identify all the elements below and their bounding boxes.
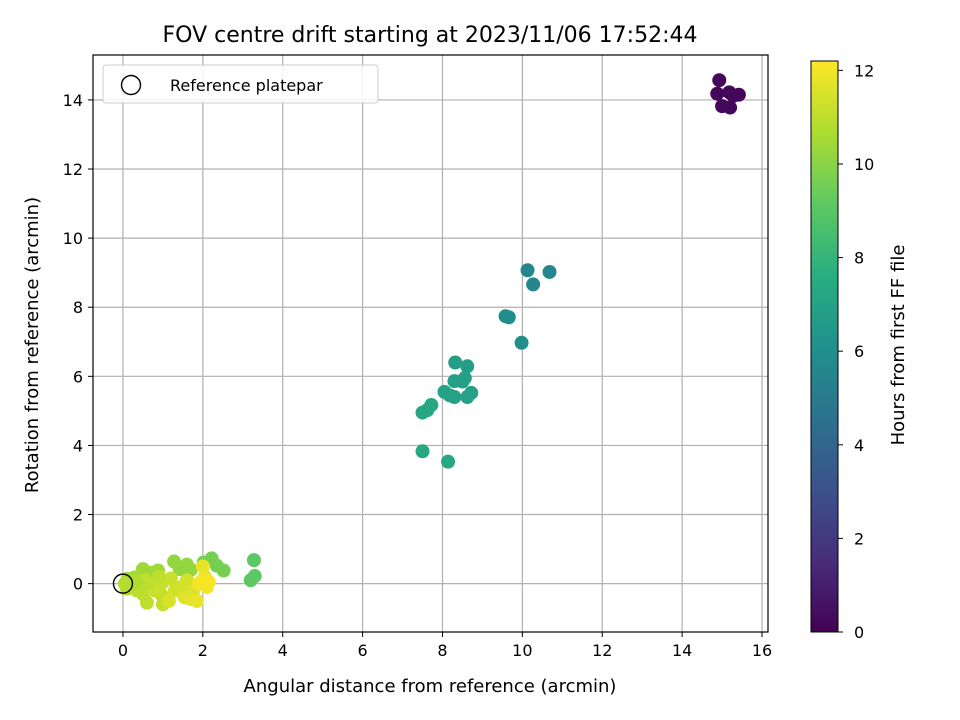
scatter-point (526, 277, 541, 292)
x-tick-label: 0 (118, 641, 128, 660)
colorbar-tick-label: 0 (854, 623, 864, 642)
y-tick-label: 2 (73, 506, 83, 525)
scatter-point (163, 571, 178, 586)
scatter-point (151, 569, 166, 584)
colorbar-tick-label: 2 (854, 529, 864, 548)
x-tick-label: 8 (437, 641, 447, 660)
scatter-point (464, 385, 479, 400)
scatter-point (139, 595, 154, 610)
colorbar: 0 2 4 6 8 10 12 Hours from first FF file (810, 60, 909, 642)
y-tick-label: 4 (73, 436, 83, 455)
scatter-point (447, 390, 462, 405)
x-tick-label: 12 (592, 641, 612, 660)
colorbar-tick-label: 12 (854, 61, 874, 80)
y-axis-label: Rotation from reference (arcmin) (22, 197, 43, 493)
y-axis-ticks: 0 2 4 6 8 10 12 14 (63, 91, 93, 594)
scatter-point (514, 335, 529, 350)
x-tick-label: 14 (672, 641, 692, 660)
scatter-point (731, 87, 746, 102)
scatter-point (424, 398, 439, 413)
x-tick-label: 16 (752, 641, 772, 660)
scatter-points (117, 73, 746, 612)
colorbar-tick-label: 10 (854, 155, 874, 174)
scatter-point (216, 563, 231, 578)
scatter-point (189, 593, 204, 608)
x-tick-label: 4 (278, 641, 288, 660)
scatter-point (172, 562, 187, 577)
y-tick-label: 14 (63, 91, 83, 110)
colorbar-tick-label: 8 (854, 249, 864, 268)
scatter-point (179, 573, 194, 588)
scatter-point (415, 444, 430, 459)
scatter-point (243, 573, 258, 588)
x-tick-label: 6 (358, 641, 368, 660)
x-axis-label: Angular distance from reference (arcmin) (244, 676, 617, 697)
scatter-point (441, 454, 456, 469)
colorbar-ticks: 0 2 4 6 8 10 12 (838, 61, 874, 642)
scatter-point (542, 264, 557, 279)
colorbar-tick-label: 4 (854, 436, 864, 455)
scatter-point (501, 310, 516, 325)
scatter-point (460, 359, 475, 374)
scatter-point (201, 574, 216, 589)
x-axis-ticks: 0 2 4 6 8 10 12 14 16 (118, 632, 772, 660)
colorbar-label: Hours from first FF file (888, 245, 909, 446)
legend-marker-reference (120, 74, 142, 96)
x-tick-label: 10 (512, 641, 532, 660)
scatter-point (161, 593, 176, 608)
y-tick-label: 10 (63, 229, 83, 248)
legend-box (102, 64, 379, 104)
scatter-point (246, 553, 261, 568)
scatter-point (448, 355, 463, 370)
legend-entry-reference: Reference platepar (170, 76, 323, 95)
x-tick-label: 2 (198, 641, 208, 660)
reference-marker-layer (112, 573, 134, 594)
y-tick-label: 12 (63, 160, 83, 179)
scatter-point (520, 263, 535, 278)
y-tick-label: 6 (73, 367, 83, 386)
scatter-point (723, 100, 738, 115)
reference-platepar-marker (112, 573, 134, 594)
y-tick-label: 8 (73, 298, 83, 317)
colorbar-tick-label: 6 (854, 342, 864, 361)
chart-title: FOV centre drift starting at 2023/11/06 … (163, 23, 698, 48)
scatter-point (457, 371, 472, 386)
plot-frame (92, 54, 769, 633)
scatter-point (712, 73, 727, 88)
scatter-point (710, 86, 725, 101)
y-tick-label: 0 (73, 575, 83, 594)
colorbar-gradient (810, 60, 839, 633)
scatter-point (195, 559, 210, 574)
grid-lines (93, 55, 768, 632)
legend: Reference platepar (102, 64, 379, 104)
